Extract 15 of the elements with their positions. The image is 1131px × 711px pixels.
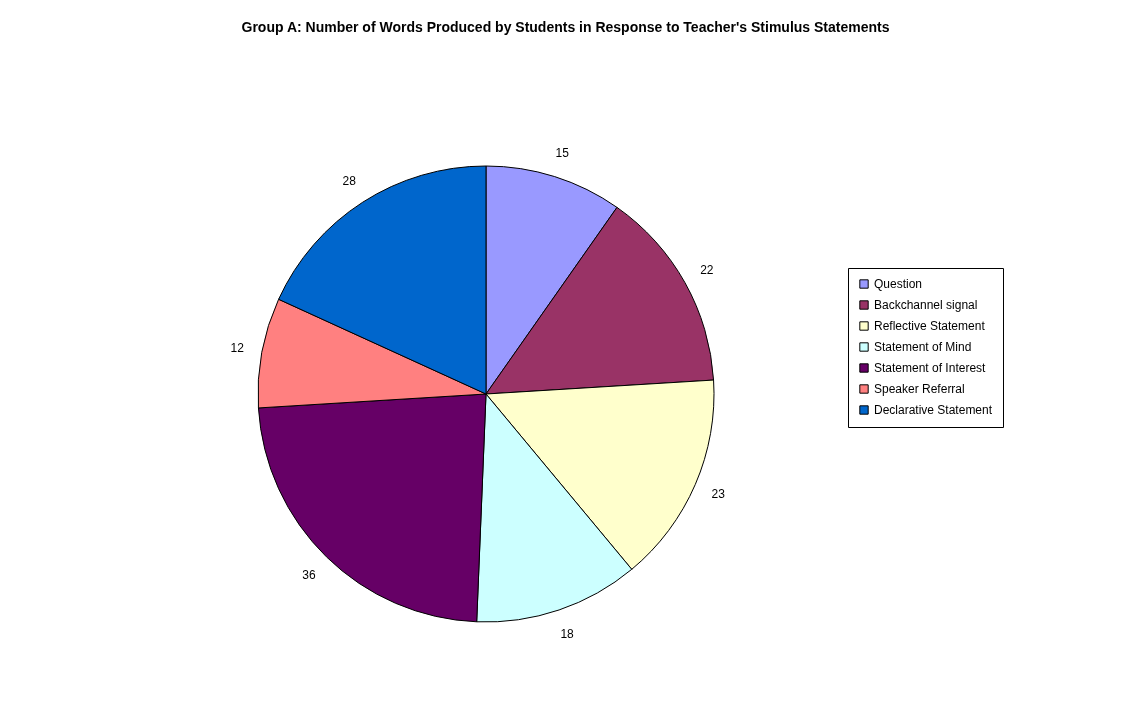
data-label: 12 <box>230 340 245 355</box>
legend-label: Reflective Statement <box>874 319 986 333</box>
legend-label: Question <box>874 277 923 291</box>
legend-label: Statement of Interest <box>874 361 987 375</box>
data-label: 18 <box>560 626 575 641</box>
legend-label: Declarative Statement <box>874 403 993 417</box>
chart-title: Group A: Number of Words Produced by Students in Response to Teacher's Stimulus Statements <box>241 19 890 35</box>
legend-label: Backchannel signal <box>874 298 978 312</box>
data-label: 22 <box>700 263 714 278</box>
legend-label: Statement of Mind <box>874 340 972 354</box>
data-label: 23 <box>711 487 726 502</box>
legend-label: Speaker Referral <box>874 382 965 396</box>
data-label: 15 <box>555 145 570 160</box>
data-label: 28 <box>342 174 357 189</box>
data-label: 36 <box>302 567 316 582</box>
